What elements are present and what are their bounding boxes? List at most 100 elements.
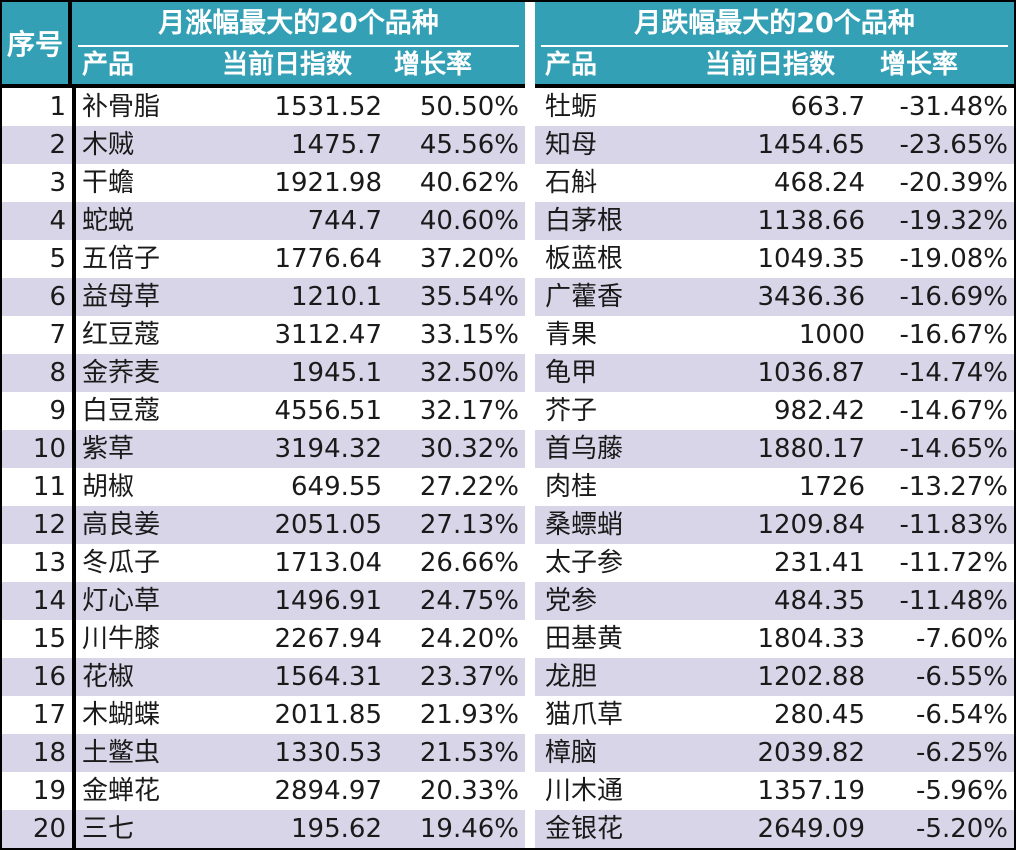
- table-row: 8 金荞麦 1945.1 32.50% 龟甲 1036.87 -14.74%: [2, 354, 1014, 392]
- rising-product-name: 木贼: [82, 130, 135, 160]
- table-row: 11 胡椒 649.55 27.22% 肉桂 1726 -13.27%: [2, 468, 1014, 506]
- row-band: [76, 582, 525, 620]
- rising-current-index: 1475.7: [291, 130, 382, 160]
- row-seq: 4: [49, 206, 66, 236]
- rising-group-title: 月涨幅最大的20个品种: [158, 8, 439, 39]
- row-seq: 13: [32, 548, 66, 578]
- table-body: 1 补骨脂 1531.52 50.50% 牡蛎 663.7 -31.48% 2 木贼 1475.7…: [2, 88, 1014, 848]
- rising-header-divider: [78, 45, 519, 47]
- rising-growth-rate: 32.17%: [419, 396, 519, 426]
- rising-growth-rate: 27.13%: [419, 510, 519, 540]
- table-row: 19 金蝉花 2894.97 20.33% 川木通 1357.19 -5.96%: [2, 772, 1014, 810]
- rising-product-name: 川牛膝: [82, 624, 161, 654]
- rising-growth-rate: 24.20%: [419, 624, 519, 654]
- rising-growth-rate: 37.20%: [419, 244, 519, 274]
- row-band: [535, 810, 1014, 848]
- rising-col-product: 产品: [82, 50, 135, 80]
- seq-column-rule: [72, 84, 76, 848]
- falling-product-name: 樟脑: [545, 738, 598, 768]
- row-seq: 14: [32, 586, 66, 616]
- table-row: 1 补骨脂 1531.52 50.50% 牡蛎 663.7 -31.48%: [2, 88, 1014, 126]
- table-row: 15 川牛膝 2267.94 24.20% 田基黄 1804.33 -7.60%: [2, 620, 1014, 658]
- rising-product-name: 胡椒: [82, 472, 135, 502]
- table-row: 7 红豆蔻 3112.47 33.15% 青果 1000 -16.67%: [2, 316, 1014, 354]
- falling-growth-rate: -20.39%: [899, 168, 1008, 198]
- table-row: 17 木蝴蝶 2011.85 21.93% 猫爪草 280.45 -6.54%: [2, 696, 1014, 734]
- table-row: 14 灯心草 1496.91 24.75% 党参 484.35 -11.48%: [2, 582, 1014, 620]
- table-row: 18 土鳖虫 1330.53 21.53% 樟脑 2039.82 -6.25%: [2, 734, 1014, 772]
- falling-growth-rate: -11.83%: [899, 510, 1008, 540]
- falling-group-header: 月跌幅最大的20个品种 产品 当前日指数 增长率: [535, 2, 1014, 84]
- falling-current-index: 1036.87: [757, 358, 865, 388]
- falling-product-name: 板蓝根: [545, 244, 624, 274]
- table-row: 20 三七 195.62 19.46% 金银花 2649.09 -5.20%: [2, 810, 1014, 848]
- rising-product-name: 冬瓜子: [82, 548, 161, 578]
- rising-growth-rate: 21.53%: [419, 738, 519, 768]
- table-row: 2 木贼 1475.7 45.56% 知母 1454.65 -23.65%: [2, 126, 1014, 164]
- row-band: [76, 202, 525, 240]
- falling-product-name: 桑螵蛸: [545, 510, 624, 540]
- falling-growth-rate: -19.08%: [899, 244, 1008, 274]
- falling-product-name: 牡蛎: [545, 92, 598, 122]
- falling-growth-rate: -14.74%: [899, 358, 1008, 388]
- rising-product-name: 紫草: [82, 434, 135, 464]
- row-band: [535, 734, 1014, 772]
- falling-growth-rate: -6.25%: [916, 738, 1008, 768]
- falling-current-index: 1000: [798, 320, 865, 350]
- table-row: 13 冬瓜子 1713.04 26.66% 太子参 231.41 -11.72%: [2, 544, 1014, 582]
- rising-product-name: 白豆蔻: [82, 396, 161, 426]
- falling-product-name: 太子参: [545, 548, 624, 578]
- rising-growth-rate: 24.75%: [419, 586, 519, 616]
- rising-col-index: 当前日指数: [222, 50, 353, 80]
- table-row: 9 白豆蔻 4556.51 32.17% 芥子 982.42 -14.67%: [2, 392, 1014, 430]
- row-band: [2, 810, 72, 848]
- falling-group-title: 月跌幅最大的20个品种: [634, 8, 915, 39]
- falling-product-name: 党参: [545, 586, 598, 616]
- falling-growth-rate: -6.55%: [916, 662, 1008, 692]
- row-band: [76, 810, 525, 848]
- row-band: [535, 126, 1014, 164]
- falling-current-index: 1202.88: [757, 662, 865, 692]
- row-seq: 20: [32, 814, 66, 844]
- rising-product-name: 木蝴蝶: [82, 700, 161, 730]
- falling-product-name: 石斛: [545, 168, 598, 198]
- falling-current-index: 1804.33: [757, 624, 865, 654]
- falling-growth-rate: -11.48%: [899, 586, 1008, 616]
- falling-current-index: 231.41: [774, 548, 865, 578]
- row-band: [76, 658, 525, 696]
- rising-current-index: 1531.52: [274, 92, 382, 122]
- falling-growth-rate: -5.96%: [916, 776, 1008, 806]
- rising-growth-rate: 20.33%: [419, 776, 519, 806]
- rising-current-index: 1564.31: [274, 662, 382, 692]
- row-seq: 19: [32, 776, 66, 806]
- falling-current-index: 1049.35: [757, 244, 865, 274]
- falling-product-name: 猫爪草: [545, 700, 624, 730]
- rising-growth-rate: 21.93%: [419, 700, 519, 730]
- row-seq: 15: [32, 624, 66, 654]
- falling-product-name: 龟甲: [545, 358, 598, 388]
- falling-growth-rate: -5.20%: [916, 814, 1008, 844]
- rising-product-name: 益母草: [82, 282, 161, 312]
- rising-product-name: 灯心草: [82, 586, 161, 616]
- row-band: [535, 430, 1014, 468]
- header-bottom-rule: [2, 84, 1014, 88]
- row-band: [535, 582, 1014, 620]
- row-band: [76, 354, 525, 392]
- falling-growth-rate: -13.27%: [899, 472, 1008, 502]
- row-seq: 10: [32, 434, 66, 464]
- falling-growth-rate: -6.54%: [916, 700, 1008, 730]
- rising-current-index: 1921.98: [274, 168, 382, 198]
- row-band: [2, 658, 72, 696]
- rising-current-index: 2051.05: [274, 510, 382, 540]
- falling-growth-rate: -14.67%: [899, 396, 1008, 426]
- row-seq: 18: [32, 738, 66, 768]
- row-band: [76, 126, 525, 164]
- falling-current-index: 1138.66: [757, 206, 865, 236]
- rising-current-index: 4556.51: [274, 396, 382, 426]
- falling-product-name: 金银花: [545, 814, 624, 844]
- rising-product-name: 五倍子: [82, 244, 161, 274]
- rising-product-name: 花椒: [82, 662, 135, 692]
- rising-current-index: 2267.94: [274, 624, 382, 654]
- table-row: 16 花椒 1564.31 23.37% 龙胆 1202.88 -6.55%: [2, 658, 1014, 696]
